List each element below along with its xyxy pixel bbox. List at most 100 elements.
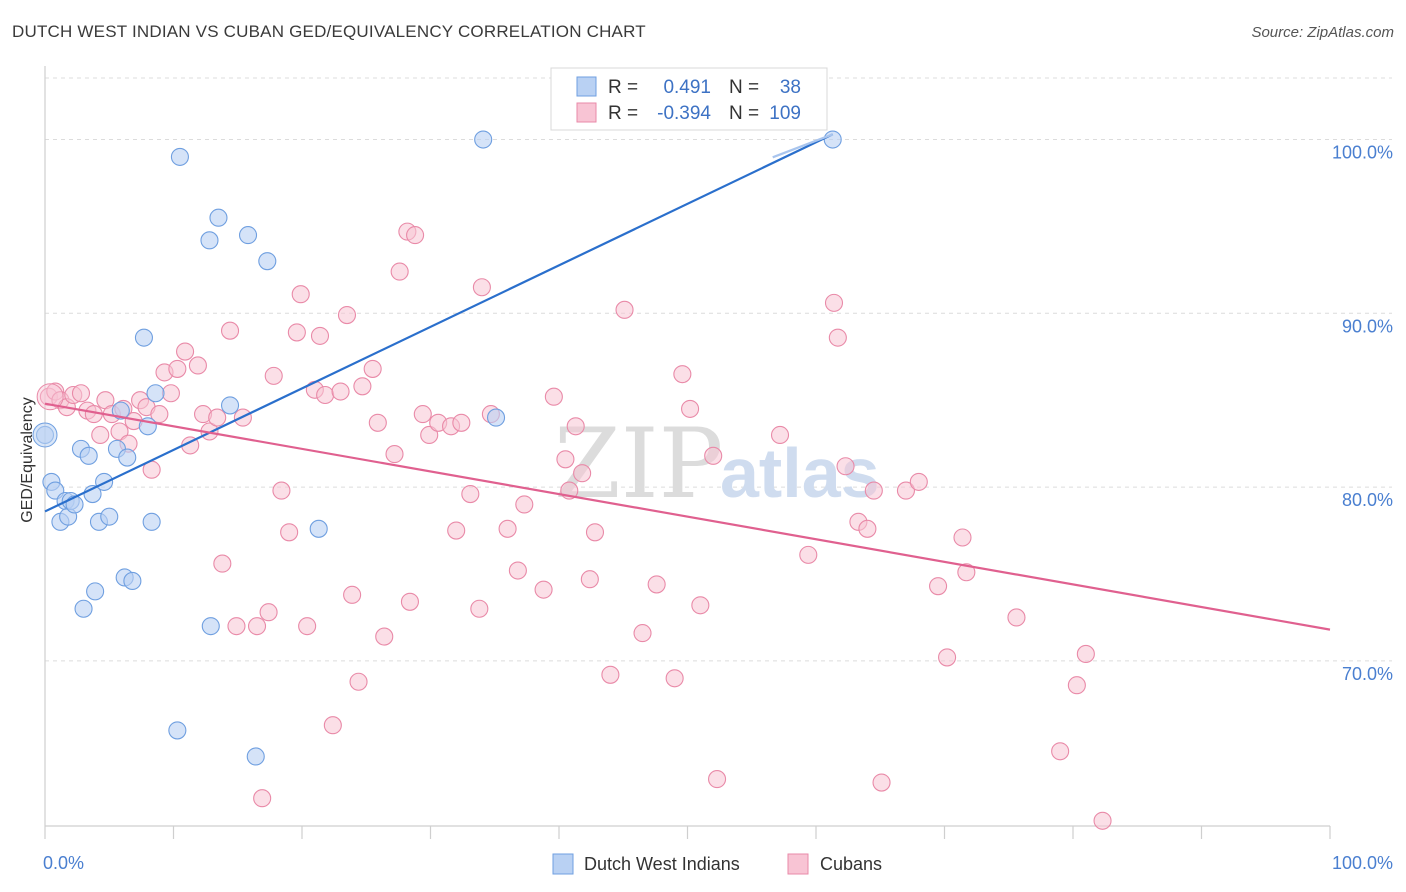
dutch-west-indians-point	[474, 130, 493, 149]
dutch-west-indians-point	[134, 328, 153, 347]
cubans-point	[799, 545, 818, 564]
dutch-west-indians-point	[79, 446, 98, 465]
cubans-point	[824, 293, 844, 312]
watermark-atlas: atlas	[720, 434, 880, 512]
legend-swatch-cubans	[787, 853, 809, 875]
tick-labels: 100.0% 90.0% 80.0% 70.0% 0.0% 100.0%	[43, 143, 1393, 873]
cubans-point	[953, 528, 972, 547]
cubans-point	[896, 481, 916, 500]
cubans-point	[227, 617, 246, 636]
dutch-west-indians-point	[220, 396, 240, 415]
cubans-point	[580, 570, 599, 589]
cubans-point	[264, 366, 283, 385]
legend-swatch-blue	[576, 76, 597, 97]
cubans-point	[909, 472, 928, 491]
cubans-point	[647, 575, 666, 594]
cubans-point	[253, 789, 272, 808]
cubans-point	[461, 485, 480, 504]
cubans-point	[681, 399, 700, 418]
dutch-west-indians-point	[32, 422, 58, 448]
cubans-point	[708, 770, 727, 789]
dutch-west-indians-point	[118, 448, 137, 467]
cubans-point	[452, 413, 471, 432]
cubans-point	[150, 405, 169, 424]
cubans-point	[413, 405, 432, 424]
cubans-point	[472, 278, 491, 297]
cubans-points	[36, 222, 1112, 830]
cubans-point	[929, 577, 948, 596]
legend-swatch-pink	[576, 102, 597, 123]
cubans-point	[287, 323, 306, 342]
trend-line-dutch-west-indians	[44, 133, 834, 513]
cubans-point	[161, 384, 180, 403]
legend-r-label-1: R =	[608, 77, 638, 98]
cubans-point	[176, 342, 195, 361]
cubans-point	[353, 377, 372, 396]
y-tick-label: 80.0%	[1342, 490, 1393, 510]
series-legend: Dutch West Indians Cubans	[552, 853, 882, 875]
dutch-west-indians-point	[123, 571, 142, 591]
cubans-point	[71, 384, 91, 403]
cubans-point	[498, 519, 517, 538]
cubans-point	[363, 359, 382, 378]
cubans-point	[385, 445, 404, 464]
cubans-point	[556, 450, 575, 469]
legend-n-value-1: 38	[780, 77, 801, 98]
cubans-point	[220, 321, 240, 340]
cubans-point	[1051, 742, 1070, 761]
cubans-point	[544, 387, 563, 406]
cubans-point	[864, 481, 883, 500]
cubans-point	[938, 648, 957, 667]
legend-cubans: Cubans	[820, 854, 882, 874]
cubans-point	[828, 328, 847, 347]
cubans-point	[168, 359, 187, 378]
cubans-point	[337, 305, 357, 325]
cubans-point	[280, 523, 299, 542]
dutch-west-indians-point	[486, 408, 506, 427]
legend-r-value-2: -0.394	[657, 103, 711, 124]
cubans-point	[573, 464, 592, 483]
legend-swatch-dutch-west-indians	[552, 853, 574, 875]
cubans-point	[390, 262, 409, 281]
dutch-west-indians-point	[100, 507, 119, 526]
cubans-point	[770, 425, 790, 445]
cubans-point	[368, 413, 387, 432]
cubans-point	[534, 580, 553, 599]
cubans-point	[323, 716, 342, 735]
cubans-point	[515, 495, 534, 514]
cubans-point	[1007, 608, 1026, 627]
dutch-west-indians-point	[309, 519, 328, 538]
legend-n-label-2: N =	[729, 103, 759, 124]
grid-layer	[45, 77, 1392, 662]
cubans-point	[633, 624, 652, 643]
legend-n-label-1: N =	[729, 77, 759, 98]
y-tick-label: 90.0%	[1342, 316, 1393, 336]
cubans-point	[110, 422, 129, 441]
dutch-west-indians-point	[258, 252, 277, 271]
cubans-point	[858, 519, 877, 538]
cubans-point	[615, 300, 634, 319]
x-tick-label-max: 100.0%	[1332, 853, 1393, 873]
cubans-point	[406, 226, 425, 245]
dutch-west-indians-point	[200, 231, 219, 250]
cubans-point	[400, 592, 419, 611]
cubans-point	[470, 599, 489, 618]
cubans-point	[375, 627, 394, 646]
cubans-point	[665, 669, 684, 688]
dutch-west-indians-point	[146, 384, 165, 403]
cubans-point	[601, 665, 620, 684]
dutch-west-indians-point	[95, 472, 114, 491]
cubans-point	[836, 457, 855, 476]
cubans-point	[585, 523, 605, 542]
cubans-point	[704, 446, 723, 465]
cubans-point	[1067, 676, 1086, 695]
cubans-point	[349, 672, 368, 691]
chart-title: DUTCH WEST INDIAN VS CUBAN GED/EQUIVALEN…	[12, 22, 646, 41]
legend-r-label-2: R =	[608, 103, 638, 124]
cubans-point	[957, 563, 976, 582]
dutch-west-indians-point	[201, 617, 220, 636]
legend-r-value-1: 0.491	[663, 77, 711, 98]
cubans-point	[91, 425, 110, 445]
cubans-point	[508, 561, 527, 580]
cubans-point	[673, 365, 692, 384]
